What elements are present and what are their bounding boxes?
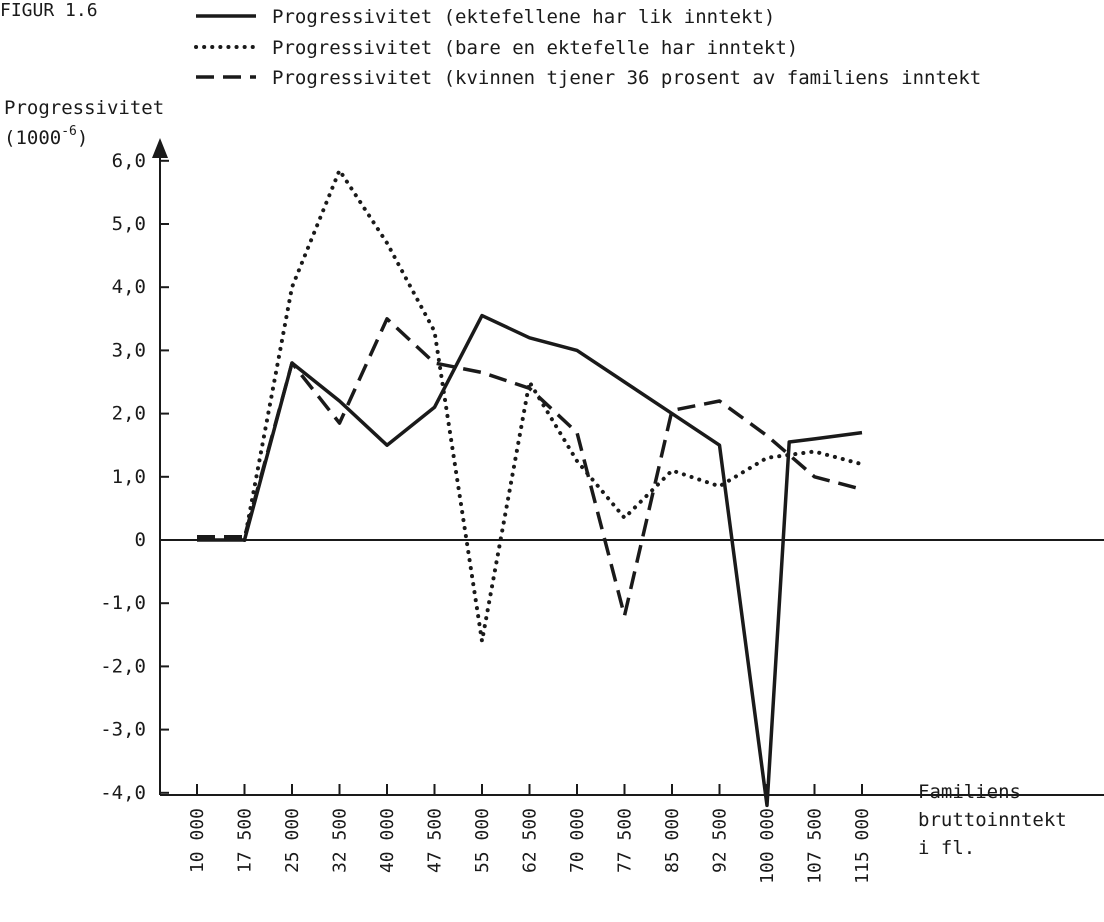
x-tick-label: 55 000 (472, 808, 493, 873)
y-tick-label: -1,0 (100, 592, 146, 614)
legend-label-solid: Progressivitet (ektefellene har lik innt… (272, 6, 775, 28)
x-tick-label: 100 000 (757, 808, 778, 884)
x-tick-label: 70 000 (567, 808, 588, 873)
x-axis-title-line-2: bruttoinntekt (918, 809, 1067, 831)
x-tick-label: 17 500 (235, 808, 256, 873)
x-tick-label: 40 000 (377, 808, 398, 873)
y-axis-unit-close: ) (77, 127, 88, 149)
y-tick-label: 5,0 (112, 213, 146, 235)
y-tick-label: 3,0 (112, 339, 146, 361)
y-axis-title: Progressivitet (4, 97, 164, 119)
series-line-dotted (245, 170, 863, 641)
y-tick-label: 1,0 (112, 466, 146, 488)
series-line-dashed (197, 319, 862, 616)
y-axis-arrow (152, 138, 168, 158)
legend-label-dotted: Progressivitet (bare en ektefelle har in… (272, 37, 798, 59)
x-tick-label: 62 500 (520, 808, 541, 873)
legend-label-dashed: Progressivitet (kvinnen tjener 36 prosen… (272, 67, 981, 89)
figure-label: FIGUR 1.6 (0, 0, 98, 21)
y-tick-label: -4,0 (100, 782, 146, 804)
y-tick-label: -3,0 (100, 719, 146, 741)
axes (152, 138, 1104, 795)
y-ticks: 6,0 5,0 4,0 3,0 2,0 1,0 0 -1,0 -2,0 -3,0 -4,0 (100, 150, 169, 804)
y-tick-label: 2,0 (112, 403, 146, 425)
x-axis-title-line-3: i fl. (918, 837, 975, 859)
x-tick-label: 32 500 (330, 808, 351, 873)
y-tick-label: 4,0 (112, 276, 146, 298)
series-group (197, 170, 862, 805)
x-tick-label: 25 000 (282, 808, 303, 873)
x-tick-label: 115 000 (852, 808, 873, 884)
legend: Progressivitet (ektefellene har lik innt… (196, 6, 981, 89)
x-tick-label: 92 500 (710, 808, 731, 873)
x-tick-label: 85 000 (662, 808, 683, 873)
x-tick-label: 107 500 (805, 808, 826, 884)
x-axis-title-line-1: Familiens (918, 781, 1021, 803)
x-tick-label: 47 500 (425, 808, 446, 873)
x-ticks: 10 000 17 500 25 000 32 500 40 000 47 500 55 0… (187, 784, 873, 884)
x-axis-title: Familiens bruttoinntekt i fl. (918, 781, 1067, 859)
x-tick-label: 10 000 (187, 808, 208, 873)
y-axis-unit-exponent: -6 (61, 124, 77, 139)
y-tick-label: 6,0 (112, 150, 146, 172)
x-tick-label: 77 500 (615, 808, 636, 873)
y-axis-unit: (1000-6) (4, 124, 88, 149)
y-tick-label: -2,0 (100, 655, 146, 677)
y-axis-unit-base: (1000 (4, 127, 61, 149)
y-tick-label: 0 (135, 529, 146, 551)
